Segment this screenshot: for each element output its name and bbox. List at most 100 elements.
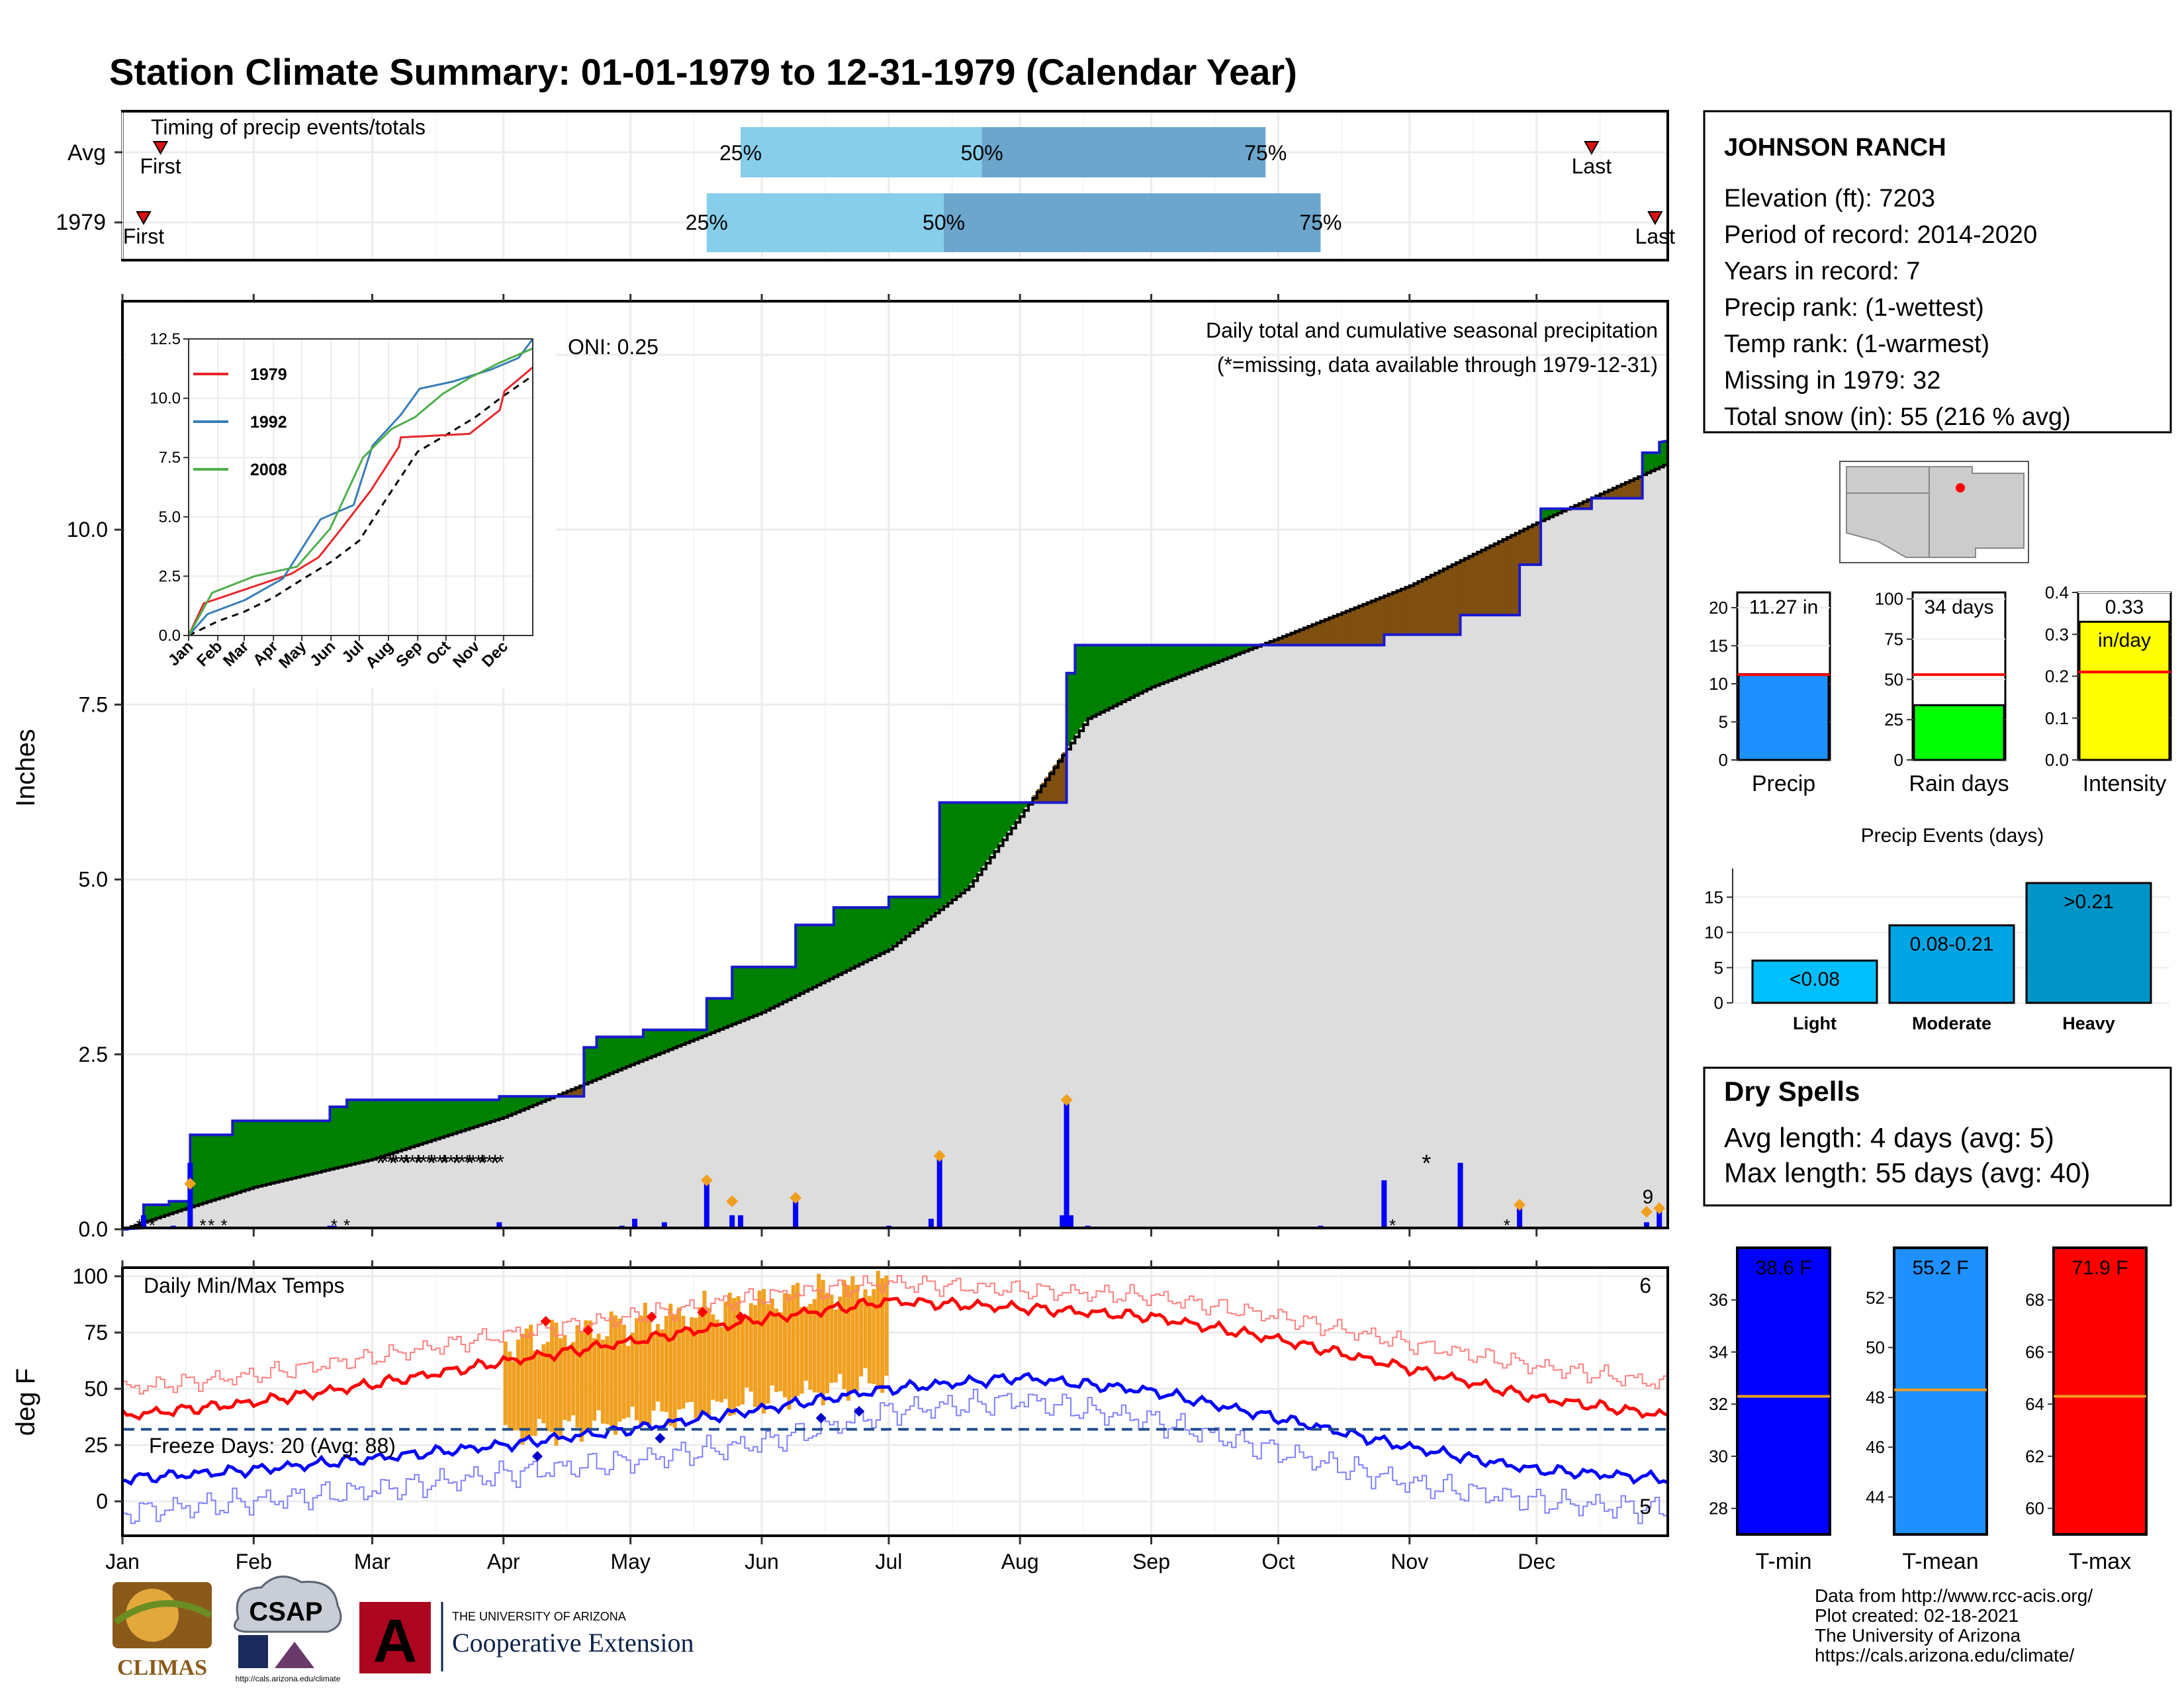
precip-below-normal-fill: [1345, 610, 1351, 645]
precip-above-normal-fill: [228, 1135, 233, 1195]
temp-daily-range-bar: [533, 1350, 537, 1436]
precip-above-normal-fill: [1185, 645, 1190, 674]
precip-above-normal-fill: [512, 1096, 517, 1113]
precip-above-normal-fill: [160, 1205, 165, 1216]
precip-above-normal-fill: [846, 907, 851, 970]
precip-above-normal-fill: [1096, 645, 1101, 714]
precip-above-normal-fill: [745, 966, 750, 1019]
precip-snow-day-marker: *: [220, 1215, 227, 1235]
mini-bar-tick-label: 50: [1884, 669, 1903, 689]
precip-missing-marker: *: [480, 1151, 488, 1173]
precip-above-normal-fill: [948, 802, 953, 902]
precip-daily-bar: [1457, 1162, 1463, 1229]
precip-above-normal-fill: [457, 1100, 462, 1132]
precip-above-normal-fill: [944, 802, 949, 905]
precip-snow-day-marker: *: [199, 1215, 206, 1235]
precip-above-normal-fill: [617, 1037, 623, 1070]
precip-above-normal-fill: [727, 998, 733, 1025]
precip-missing-marker: *: [458, 1151, 466, 1173]
precip-above-normal-fill: [1236, 645, 1241, 654]
precip-above-normal-fill: [169, 1201, 174, 1213]
temperature-summary-bars: 28 30 32 34 36 38.6 F T-min 44 46 48 50 52 55.2 F T-m…: [1709, 1246, 2148, 1574]
precip-above-normal-fill: [156, 1205, 161, 1218]
inset-y-tick-label: 2.5: [159, 567, 181, 585]
temp-daily-range-bar: [592, 1338, 597, 1421]
timing-bars: 25% 50% 75% First Last 25% 50% 75% First Last: [123, 127, 1675, 252]
precip-above-normal-fill: [444, 1100, 449, 1136]
precip-above-normal-fill: [1121, 645, 1126, 701]
precip-below-normal-fill: [1418, 580, 1423, 635]
precip-above-normal-fill: [596, 1037, 602, 1078]
mini-bar-tick-label: 10: [1709, 674, 1728, 694]
precip-below-normal-fill: [1612, 487, 1617, 498]
month-label-oct: Oct: [1262, 1550, 1295, 1573]
precip-daily-bar: [928, 1219, 934, 1229]
precip-above-normal-fill: [203, 1135, 208, 1203]
precip-above-normal-fill: [359, 1100, 365, 1162]
precip-above-normal-fill: [978, 802, 983, 872]
precip-normal-line: [122, 463, 1669, 1231]
mini-bar-value-label: 34 days: [1924, 596, 1993, 618]
temp-daily-range-bar: [660, 1329, 664, 1412]
inset-legend-label-1992: 1992: [250, 413, 287, 432]
freeze-days-label: Freeze Days: 20 (Avg: 88): [149, 1434, 396, 1458]
temp-daily-range-bar: [761, 1289, 766, 1414]
temp-bar-tick-label: 46: [1866, 1437, 1885, 1457]
precip-missing-marker: *: [496, 1151, 504, 1173]
timing-bar-q50-q75: [981, 127, 1266, 177]
precip-above-normal-fill: [698, 1029, 704, 1037]
temp-daily-range-bar: [630, 1333, 635, 1407]
precip-above-normal-fill: [715, 998, 720, 1031]
precip-below-normal-fill: [1506, 536, 1512, 616]
mini-bar-tick-label: 15: [1709, 636, 1728, 656]
precip-below-normal-fill: [1447, 565, 1453, 635]
precip-observed-line: [122, 439, 1668, 1231]
precip-above-normal-fill: [685, 1029, 690, 1043]
timing-row-1979-label: 1979: [56, 210, 106, 235]
temp-daily-range-bar: [520, 1333, 525, 1445]
precip-below-normal-fill: [1278, 637, 1283, 645]
precip-snow-marker: [726, 1195, 739, 1207]
temp-y-tick-label: 50: [84, 1377, 108, 1401]
precip-daily-bar: [1064, 1100, 1069, 1229]
month-axis: Jan Feb Mar Apr May Jun Jul Aug Sep Oct Nov Dec: [105, 1550, 1555, 1573]
precip-above-normal-fill: [516, 1096, 521, 1111]
precip-below-normal-fill: [1041, 782, 1046, 803]
precip-above-normal-fill: [668, 1029, 674, 1049]
precip-daily-bar: [729, 1215, 735, 1229]
precip-above-normal-fill: [270, 1121, 275, 1183]
temp-daily-range-bar: [605, 1336, 610, 1425]
precip-above-normal-fill: [1113, 645, 1118, 705]
precip-below-normal-fill: [1515, 532, 1520, 616]
precip-y-tick-label: 10.0: [67, 518, 108, 541]
precip-above-normal-fill: [1091, 645, 1097, 716]
precip-below-normal-fill: [1604, 491, 1610, 498]
precip-daily-bar: [1381, 1180, 1387, 1229]
temp-daily-range-bar: [508, 1351, 512, 1431]
precip-missing-marker: *: [490, 1149, 500, 1176]
precip-above-normal-fill: [257, 1121, 263, 1186]
precip-above-normal-fill: [842, 907, 847, 972]
precip-above-normal-fill: [876, 907, 881, 955]
temp-daily-range-bar: [842, 1280, 846, 1389]
temp-record-low-marker: [531, 1451, 543, 1462]
precip-above-normal-fill: [1651, 452, 1656, 470]
temp-bar-value-label: 71.9 F: [2071, 1257, 2128, 1279]
mini-bar-tick-label: 5: [1719, 712, 1728, 732]
oni-label: ONI: 0.25: [568, 335, 659, 359]
csap-cloud-icon: [233, 1575, 342, 1633]
timing-q25-label: 25%: [719, 141, 762, 165]
precip-above-normal-fill: [486, 1100, 492, 1123]
precip-above-normal-fill: [275, 1121, 280, 1182]
precip-above-normal-fill: [1134, 645, 1139, 695]
precip-below-normal-fill: [1350, 608, 1355, 645]
csap-logo-url: http://cals.arizona.edu/climate: [236, 1674, 341, 1683]
precip-above-normal-fill: [600, 1037, 606, 1076]
precip-above-normal-fill: [537, 1096, 542, 1103]
precip-above-normal-fill: [923, 897, 928, 921]
inset-line-1992: [187, 338, 534, 636]
precip-corner-count: 9: [1643, 1186, 1654, 1208]
precip-above-normal-fill: [1130, 645, 1135, 697]
temp-daily-range-bar: [854, 1284, 859, 1391]
precip-above-normal-fill: [741, 966, 745, 1020]
